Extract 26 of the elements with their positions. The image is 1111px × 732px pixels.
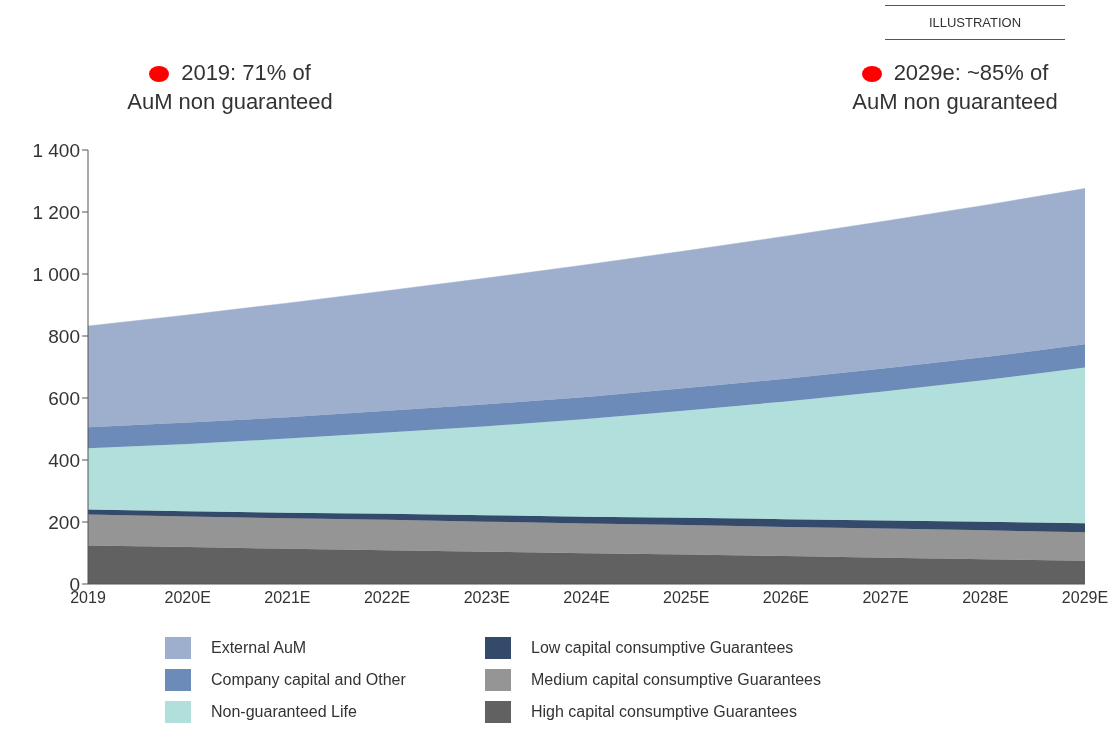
x-tick-label: 2026E [762,589,810,607]
legend-label: Non-guaranteed Life [211,703,357,721]
x-tick-label: 2021E [264,589,311,607]
y-tick-label: 800 [48,325,80,347]
legend-label: High capital consumptive Guarantees [531,703,797,721]
y-tick-label: 400 [48,449,80,471]
x-tick-label: 2023E [463,589,510,607]
legend-label: External AuM [211,639,307,657]
x-tick-label: 2024E [563,589,610,607]
x-tick-label: 2027E [862,589,909,607]
y-tick-label: 1 200 [32,201,80,223]
y-tick-label: 1 400 [32,139,80,161]
y-tick-label: 1 000 [32,263,80,285]
text: ILLUSTRATION [885,5,1065,40]
y-tick-label: 600 [48,387,80,409]
y-tick-label: 200 [48,511,80,533]
legend-label: Medium capital consumptive Guarantees [531,671,821,689]
x-tick-label: 2025E [663,589,710,607]
x-tick-label: 2020E [164,589,211,607]
x-tick-label: 2029E [1061,589,1109,607]
legend-label: Company capital and Other [211,671,406,689]
x-tick-label: 2022E [363,589,411,607]
text: 2019: 71% of AuM non guaranteed [126,59,334,116]
legend-label: Low capital consumptive Guarantees [531,639,794,657]
x-tick-label: 2028E [962,589,1009,607]
text: 2029e: ~85% of AuM non guaranteed [851,59,1059,116]
